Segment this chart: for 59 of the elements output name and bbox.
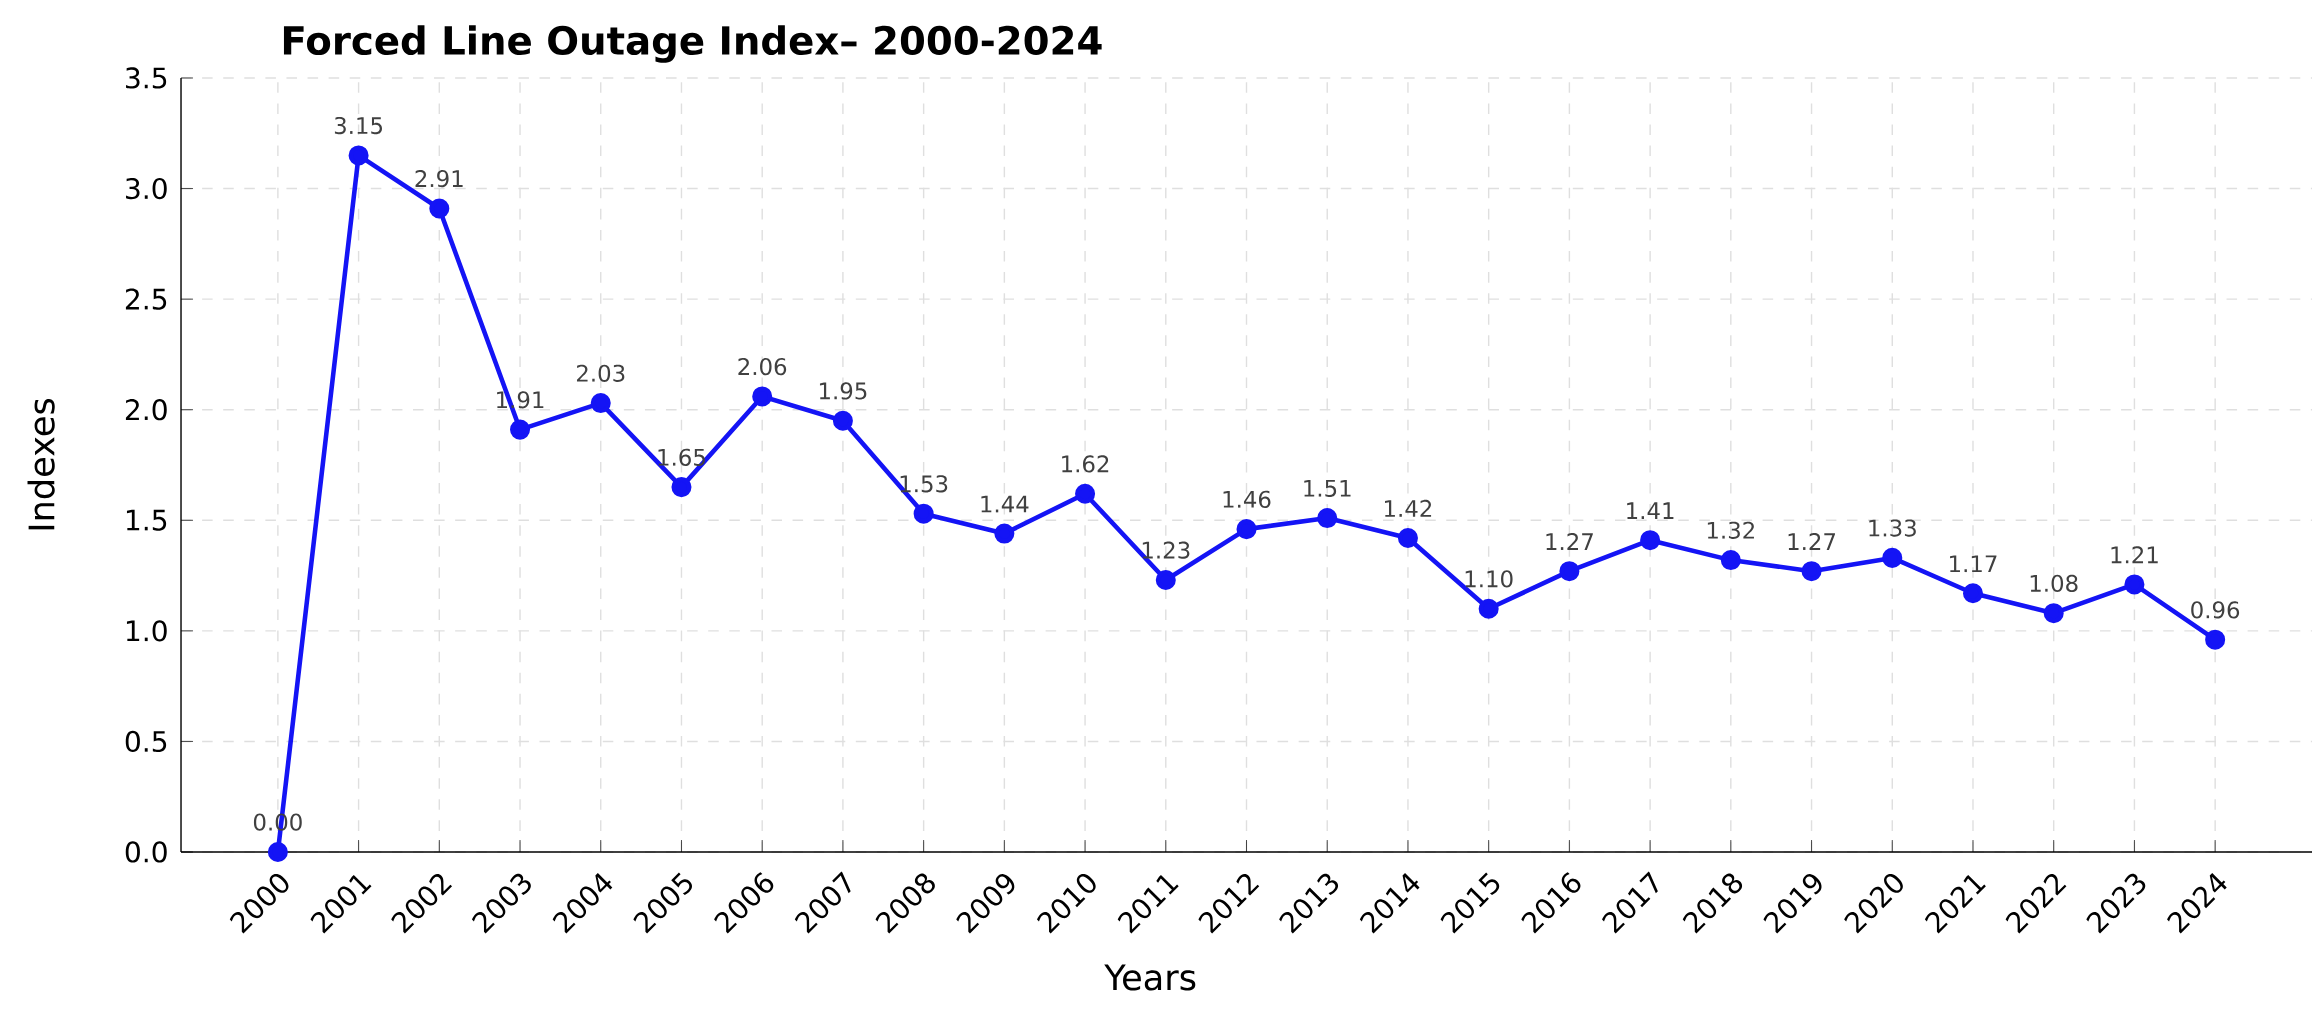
point (267, 841, 288, 863)
data-label: 1.08 (2030, 574, 2078, 592)
y-tick-label: 3.5 (126, 67, 167, 89)
point (2043, 603, 2064, 624)
point (348, 145, 369, 166)
data-label: 1.95 (819, 382, 867, 400)
data-label: 1.46 (1223, 490, 1271, 508)
point (1317, 508, 1338, 529)
data-label: 1.23 (1142, 541, 1190, 559)
point (994, 523, 1015, 544)
point (1720, 550, 1741, 571)
point (2205, 629, 2226, 650)
data-label: 1.51 (1304, 479, 1351, 497)
point (1075, 483, 1096, 504)
data-label: 1.33 (1869, 519, 1916, 537)
point (913, 503, 934, 524)
data-label: 1.17 (1950, 555, 1997, 573)
y-tick-label: 1.5 (126, 509, 167, 531)
data-label: 1.53 (900, 475, 948, 493)
data-label: 1.65 (658, 448, 705, 466)
data-label: 1.21 (2111, 546, 2158, 564)
y-tick-label: 1.0 (126, 620, 167, 642)
data-label: 1.27 (1546, 533, 1593, 550)
chart-title: Forced Line Outage Index– 2000-2024 (283, 25, 1102, 63)
data-label: 0.96 (2191, 601, 2240, 619)
data-label: 1.44 (981, 495, 1029, 513)
data-label: 1.41 (1627, 502, 1674, 519)
point (1962, 583, 1984, 604)
y-tick-label: 0.5 (125, 730, 167, 753)
x-axis-title: Years (1104, 964, 1196, 991)
point (832, 410, 853, 431)
point (671, 477, 692, 498)
point (1155, 569, 1176, 591)
data-label: 1.32 (1707, 521, 1754, 539)
point (2124, 574, 2145, 595)
point (1801, 561, 1822, 582)
data-label: 2.91 (415, 170, 463, 188)
point (1236, 519, 1257, 540)
point (1640, 530, 1661, 551)
point (1882, 547, 1903, 568)
data-label: 1.27 (1788, 533, 1836, 550)
point (429, 198, 450, 219)
data-label: 2.03 (576, 364, 625, 382)
point (752, 386, 773, 407)
data-label: 1.10 (1465, 570, 1513, 588)
data-label: 1.62 (1062, 455, 1109, 473)
point (590, 393, 611, 414)
point (1559, 561, 1580, 582)
y-tick-label: 2.5 (125, 288, 167, 310)
point (1478, 598, 1499, 619)
y-axis-title: Indexes (27, 398, 55, 530)
y-tick-label: 3.0 (126, 177, 167, 200)
data-label: 2.06 (738, 358, 787, 376)
y-tick-label: 0.0 (125, 841, 167, 863)
y-tick-label: 2.0 (125, 399, 167, 421)
point (510, 419, 531, 440)
data-label: 1.42 (1385, 499, 1432, 517)
point (1397, 527, 1418, 548)
data-label: 3.15 (334, 116, 382, 135)
